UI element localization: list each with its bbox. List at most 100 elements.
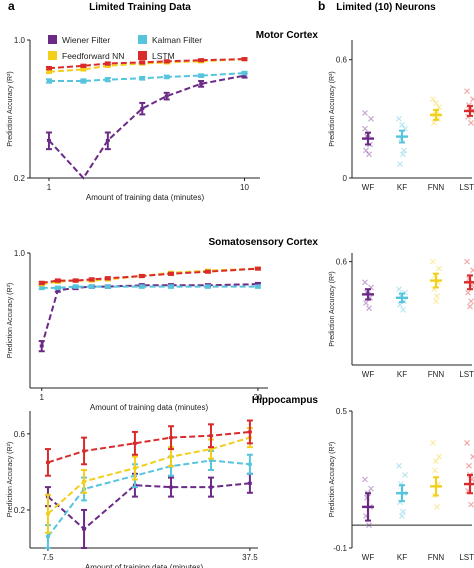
series-line-lstm [47, 430, 250, 464]
data-point [105, 78, 110, 82]
data-point [255, 267, 260, 271]
sample-point [465, 289, 471, 296]
y-tick-label: 0.6 [336, 258, 348, 267]
data-point [89, 285, 94, 289]
sample-point [396, 286, 402, 293]
y-tick-label: 0.2 [14, 506, 26, 515]
sample-point [399, 121, 405, 128]
category-label: FNN [428, 370, 445, 379]
sample-point [436, 265, 442, 272]
y-tick-label: -0.1 [333, 544, 347, 553]
legend-swatch [48, 35, 57, 44]
data-point [199, 74, 204, 78]
data-point [82, 449, 87, 453]
panel-a-letter: a [8, 0, 15, 13]
series-line-kalman-filter [49, 72, 245, 82]
x-tick-label: 10 [240, 183, 249, 192]
data-point [81, 79, 86, 83]
series-line-wiener-filter [40, 283, 258, 347]
x-tick-label: 7.5 [42, 553, 54, 562]
sample-point [436, 453, 442, 460]
data-point [247, 430, 252, 434]
sample-point [402, 472, 408, 478]
sample-point [470, 96, 474, 103]
panel-b-letter: b [318, 0, 325, 13]
data-point [46, 138, 51, 142]
category-label: KF [397, 183, 407, 192]
sample-point [366, 522, 372, 529]
sample-point [400, 151, 406, 158]
data-point [208, 485, 213, 489]
x-tick-label: 1 [47, 183, 52, 192]
legend-label: Wiener Filter [62, 35, 110, 45]
sample-point [433, 100, 439, 107]
sample-point [399, 513, 405, 519]
sample-point [396, 115, 402, 122]
sample-point [362, 110, 368, 116]
data-point [164, 94, 169, 98]
sample-point [468, 119, 474, 126]
data-point [132, 441, 137, 445]
sample-point [464, 258, 470, 265]
data-point [39, 344, 44, 348]
sample-point [397, 161, 403, 168]
sample-point [362, 279, 368, 286]
legend-swatch [138, 51, 147, 60]
category-label: WF [362, 370, 375, 379]
sample-point [362, 125, 368, 132]
data-point [46, 79, 51, 83]
sample-point [470, 267, 474, 274]
sample-point [363, 147, 369, 154]
data-point [242, 57, 247, 61]
y-axis-label: Prediction Accuracy (R²) [329, 442, 336, 517]
series-line-feedforward-nn [47, 436, 251, 515]
x-axis-label: Amount of training data (minutes) [85, 563, 204, 568]
data-point [105, 62, 110, 66]
region-title-motor: Motor Cortex [256, 30, 319, 41]
sample-point [466, 462, 472, 469]
sample-point [468, 501, 474, 508]
data-point [55, 286, 60, 290]
y-tick-label: 1.0 [14, 36, 26, 45]
y-tick-label: 0 [343, 174, 348, 183]
sample-point [433, 298, 439, 305]
sample-point [430, 440, 436, 446]
data-point [140, 106, 145, 110]
legend-label: Feedforward NN [62, 51, 124, 61]
panel-b-title: Limited (10) Neurons [336, 2, 436, 13]
data-point [169, 485, 174, 489]
data-point [55, 288, 60, 292]
y-axis-label: Prediction Accuracy (R²) [7, 442, 14, 517]
data-point [45, 512, 50, 516]
sample-point [434, 293, 440, 300]
x-tick-label: 1 [40, 393, 45, 402]
data-point [139, 285, 144, 289]
data-point [208, 434, 213, 438]
data-point [208, 447, 213, 451]
x-axis-label: Amount of training data (minutes) [86, 193, 205, 202]
sample-point [400, 508, 406, 515]
data-point [164, 75, 169, 79]
legend-label: LSTM [152, 51, 175, 61]
sample-point [362, 476, 368, 483]
y-tick-label: 1.0 [14, 249, 26, 258]
data-point [208, 458, 213, 462]
y-tick-label: 0.6 [336, 56, 348, 65]
y-tick-label: 0.6 [14, 430, 26, 439]
data-point [205, 285, 210, 289]
category-label: FNN [428, 553, 445, 562]
data-point [242, 74, 247, 78]
data-point [247, 462, 252, 466]
data-point [169, 436, 174, 440]
data-point [82, 527, 87, 531]
sample-point [431, 119, 437, 126]
sample-point [368, 485, 374, 492]
category-label: WF [362, 553, 375, 562]
data-point [89, 277, 94, 281]
region-title-hippocampus: Hippocampus [252, 395, 319, 406]
data-point [205, 270, 210, 274]
x-tick-label: 20 [253, 393, 262, 402]
data-point [169, 285, 174, 289]
category-label: KF [397, 553, 407, 562]
